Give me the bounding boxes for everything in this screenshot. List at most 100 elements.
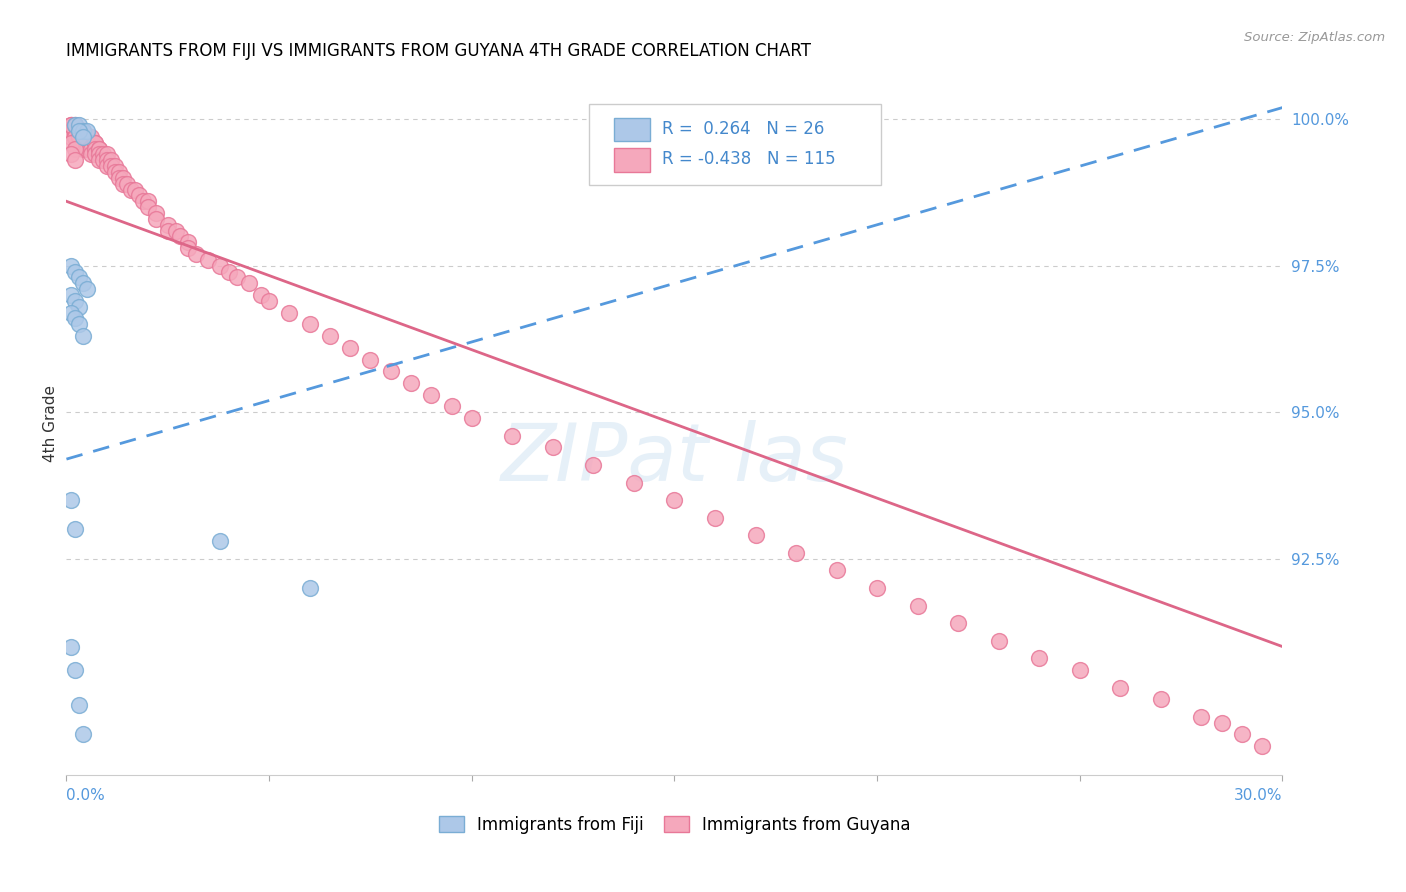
Bar bbox=[613, 118, 650, 141]
Point bbox=[169, 229, 191, 244]
Point bbox=[186, 247, 208, 261]
Point bbox=[298, 318, 321, 332]
Point bbox=[91, 147, 114, 161]
Point bbox=[63, 124, 86, 138]
Point bbox=[63, 311, 86, 326]
Point bbox=[67, 124, 90, 138]
Point bbox=[165, 224, 187, 238]
Point bbox=[825, 563, 848, 577]
Point bbox=[1109, 681, 1132, 695]
Point bbox=[117, 177, 139, 191]
Point bbox=[100, 153, 122, 168]
Point bbox=[582, 458, 605, 472]
Point bbox=[132, 194, 155, 209]
Point bbox=[72, 129, 94, 144]
Point bbox=[87, 142, 110, 156]
Point bbox=[124, 183, 146, 197]
Point bbox=[83, 136, 105, 150]
Point bbox=[238, 277, 260, 291]
Point bbox=[501, 428, 523, 442]
Point bbox=[67, 118, 90, 132]
Text: R =  0.264   N = 26: R = 0.264 N = 26 bbox=[662, 120, 825, 137]
Y-axis label: 4th Grade: 4th Grade bbox=[44, 385, 58, 462]
Point bbox=[1189, 710, 1212, 724]
Point bbox=[91, 153, 114, 168]
Point bbox=[63, 118, 86, 132]
Point bbox=[59, 305, 82, 319]
Point bbox=[59, 118, 82, 132]
Point bbox=[59, 259, 82, 273]
Point bbox=[177, 241, 200, 255]
Point bbox=[72, 136, 94, 150]
Point bbox=[339, 341, 361, 355]
Point bbox=[96, 159, 118, 173]
Point bbox=[112, 177, 135, 191]
Point bbox=[63, 153, 86, 168]
Point bbox=[76, 142, 98, 156]
Point bbox=[59, 118, 82, 132]
Point bbox=[225, 270, 247, 285]
Point bbox=[72, 329, 94, 343]
Point bbox=[59, 640, 82, 654]
Point bbox=[72, 124, 94, 138]
Point bbox=[218, 265, 240, 279]
Point bbox=[1150, 692, 1173, 706]
Point bbox=[59, 124, 82, 138]
Point bbox=[278, 305, 301, 319]
Point bbox=[83, 136, 105, 150]
Point bbox=[67, 270, 90, 285]
Point bbox=[623, 475, 645, 490]
Point bbox=[907, 599, 929, 613]
Point bbox=[108, 165, 131, 179]
Point bbox=[257, 293, 280, 308]
Point bbox=[120, 183, 142, 197]
Point bbox=[67, 318, 90, 332]
Point bbox=[704, 510, 727, 524]
Point bbox=[136, 200, 159, 214]
Point bbox=[145, 211, 167, 226]
Point bbox=[1251, 739, 1274, 754]
Point bbox=[209, 259, 232, 273]
Point bbox=[104, 165, 127, 179]
Point bbox=[59, 129, 82, 144]
Point bbox=[76, 129, 98, 144]
Point bbox=[87, 147, 110, 161]
Point bbox=[250, 288, 273, 302]
Point bbox=[420, 387, 443, 401]
Point bbox=[76, 129, 98, 144]
Point bbox=[72, 277, 94, 291]
Point bbox=[63, 118, 86, 132]
Point bbox=[104, 159, 127, 173]
Point bbox=[59, 124, 82, 138]
Point bbox=[67, 300, 90, 314]
Point bbox=[72, 124, 94, 138]
Point bbox=[461, 411, 484, 425]
Point bbox=[87, 142, 110, 156]
Point bbox=[83, 147, 105, 161]
Point bbox=[59, 493, 82, 508]
Point bbox=[63, 663, 86, 677]
Point bbox=[177, 235, 200, 250]
Point bbox=[63, 293, 86, 308]
Point bbox=[380, 364, 402, 378]
Point bbox=[80, 129, 103, 144]
Point bbox=[987, 633, 1010, 648]
Point bbox=[76, 282, 98, 296]
Point bbox=[440, 400, 463, 414]
Point bbox=[156, 224, 179, 238]
Point bbox=[67, 129, 90, 144]
Point bbox=[67, 698, 90, 713]
Point bbox=[1069, 663, 1091, 677]
Point bbox=[541, 441, 564, 455]
Point bbox=[87, 153, 110, 168]
Point bbox=[63, 523, 86, 537]
Point bbox=[72, 142, 94, 156]
Point bbox=[399, 376, 422, 390]
Point bbox=[83, 142, 105, 156]
Point bbox=[67, 124, 90, 138]
Point bbox=[63, 142, 86, 156]
Point bbox=[63, 265, 86, 279]
Text: Source: ZipAtlas.com: Source: ZipAtlas.com bbox=[1244, 31, 1385, 45]
Point bbox=[63, 118, 86, 132]
Point bbox=[59, 136, 82, 150]
